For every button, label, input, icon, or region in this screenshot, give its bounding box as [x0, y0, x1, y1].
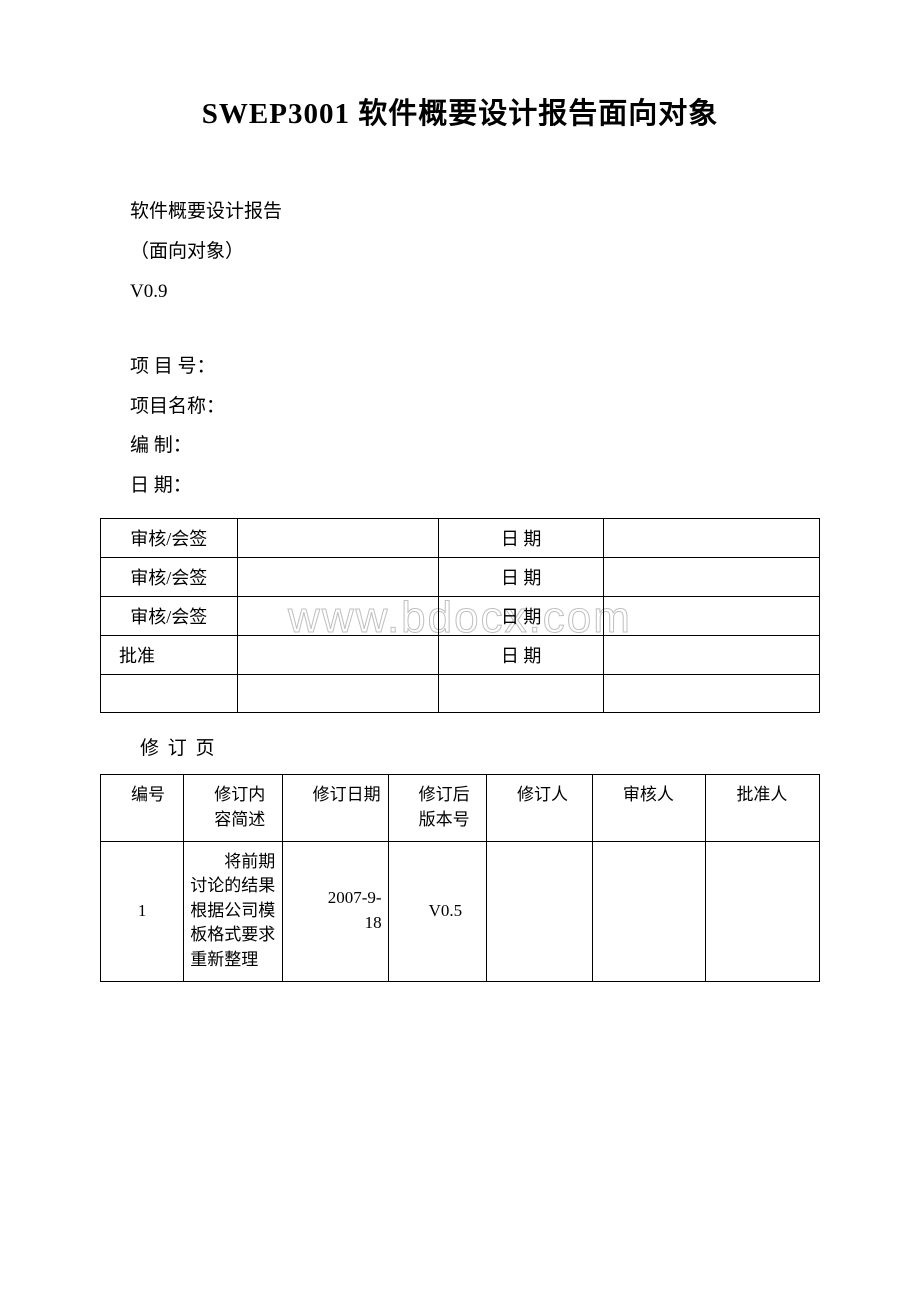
approval-date-label: 日 期: [438, 597, 603, 636]
approval-date-value: [604, 519, 820, 558]
revision-header-date: 修订日期: [282, 775, 388, 841]
meta-block-1: 软件概要设计报告 （面向对象） V0.9: [100, 192, 820, 312]
meta-block-2: 项 目 号： 项目名称： 编 制： 日 期：: [100, 347, 820, 507]
empty-cell: [237, 675, 438, 713]
revision-header-desc: 修订内容简述: [184, 775, 282, 841]
meta-date: 日 期：: [130, 466, 820, 506]
meta-version: V0.9: [130, 272, 820, 312]
meta-compiled-by: 编 制：: [130, 426, 820, 466]
approval-label: 审核/会签: [101, 597, 238, 636]
approval-date-value: [604, 597, 820, 636]
approval-label: 审核/会签: [101, 519, 238, 558]
table-row: 批准 日 期: [101, 636, 820, 675]
revision-version-text: V0.5: [395, 899, 480, 924]
approval-table: 审核/会签 日 期 审核/会签 日 期 审核/会签 日 期 批准 日 期: [100, 518, 820, 713]
empty-cell: [438, 675, 603, 713]
approval-date-value: [604, 636, 820, 675]
revision-header-no: 编号: [101, 775, 184, 841]
document-title: SWEP3001 软件概要设计报告面向对象: [100, 90, 820, 132]
revision-table: 编号 修订内容简述 修订日期 修订后版本号 修订人 审核人 批准人 1 将前期讨…: [100, 774, 820, 981]
empty-cell: [101, 675, 238, 713]
empty-cell: [604, 675, 820, 713]
revision-desc-text: 将前期讨论的结果根据公司模板格式要求重新整理: [190, 850, 275, 973]
meta-subtitle: 软件概要设计报告: [130, 192, 820, 232]
revision-section-label: 修 订 页: [140, 733, 820, 760]
table-row: 审核/会签 日 期: [101, 597, 820, 636]
revision-header-version: 修订后版本号: [388, 775, 486, 841]
approval-value: [237, 519, 438, 558]
approval-value: [237, 558, 438, 597]
approval-date-value: [604, 558, 820, 597]
approval-label: 批准: [101, 636, 238, 675]
meta-project-name: 项目名称：: [130, 387, 820, 427]
revision-header-approver: 批准人: [706, 775, 820, 841]
approval-label: 审核/会签: [101, 558, 238, 597]
revision-approver: [706, 841, 820, 981]
approval-date-label: 日 期: [438, 636, 603, 675]
revision-version: V0.5: [388, 841, 486, 981]
revision-reviser: [486, 841, 592, 981]
table-row: 1 将前期讨论的结果根据公司模板格式要求重新整理 2007-9-18 V0.5: [101, 841, 820, 981]
meta-project-no: 项 目 号：: [130, 347, 820, 387]
table-row: [101, 675, 820, 713]
revision-date-text: 2007-9-18: [289, 886, 382, 935]
revision-no: 1: [101, 841, 184, 981]
revision-header-reviewer: 审核人: [592, 775, 706, 841]
revision-header-reviser: 修订人: [486, 775, 592, 841]
approval-value: [237, 636, 438, 675]
table-row: 审核/会签 日 期: [101, 519, 820, 558]
revision-reviewer: [592, 841, 706, 981]
revision-date: 2007-9-18: [282, 841, 388, 981]
approval-date-label: 日 期: [438, 558, 603, 597]
table-row: 审核/会签 日 期: [101, 558, 820, 597]
meta-scope: （面向对象）: [130, 232, 820, 272]
approval-value: [237, 597, 438, 636]
revision-desc: 将前期讨论的结果根据公司模板格式要求重新整理: [184, 841, 282, 981]
approval-date-label: 日 期: [438, 519, 603, 558]
table-header-row: 编号 修订内容简述 修订日期 修订后版本号 修订人 审核人 批准人: [101, 775, 820, 841]
